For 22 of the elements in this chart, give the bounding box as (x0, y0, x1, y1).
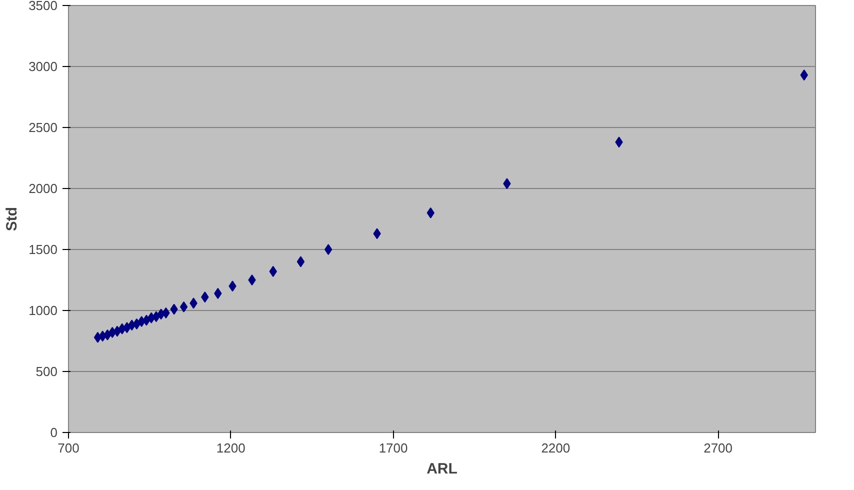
y-axis-title: Std (4, 206, 21, 232)
y-tick-label: 1000 (28, 303, 58, 318)
x-tick-label: 2200 (541, 440, 570, 456)
point (248, 274, 256, 286)
point (296, 256, 305, 268)
y-tick-label: 0 (50, 425, 58, 440)
x-tick-label: 1200 (216, 440, 246, 456)
point (152, 311, 160, 322)
point (180, 301, 188, 312)
y-tick-label: 3000 (28, 59, 58, 74)
x-tick-label: 2700 (704, 440, 733, 456)
point (132, 318, 141, 330)
x-tick-label: 1700 (378, 440, 408, 456)
y-tick-label: 3500 (28, 0, 58, 13)
point (324, 244, 332, 255)
x-axis-title: ARL (426, 460, 458, 478)
point (113, 326, 122, 337)
y-tick-label: 2500 (28, 120, 58, 135)
y-tick-label: 500 (36, 364, 58, 379)
y-tick-label: 1500 (28, 242, 58, 257)
x-tick-label: 700 (58, 440, 80, 456)
y-tick-label: 2000 (28, 181, 58, 196)
